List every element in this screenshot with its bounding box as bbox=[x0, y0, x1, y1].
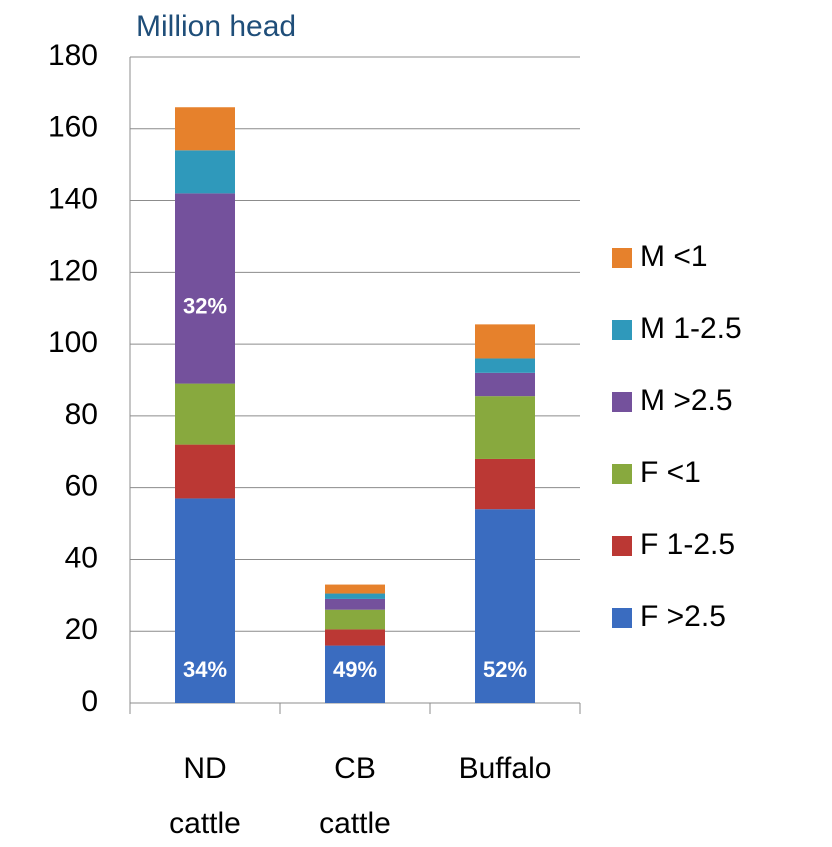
bar-segment bbox=[175, 498, 235, 703]
x-tick-label: CB cattle bbox=[319, 752, 391, 840]
y-tick-label: 60 bbox=[65, 470, 98, 503]
bar-segment bbox=[175, 383, 235, 445]
bar-segment bbox=[475, 509, 535, 703]
annotation: 52% bbox=[483, 657, 527, 682]
legend-label: F 1-2.5 bbox=[640, 528, 735, 561]
x-tick-label-line: CB bbox=[334, 752, 376, 785]
y-tick-label: 160 bbox=[48, 111, 98, 144]
legend-swatch bbox=[612, 464, 632, 484]
annotation: 32% bbox=[183, 293, 227, 318]
y-tick-label: 180 bbox=[48, 39, 98, 72]
x-tick-label: Buffalo bbox=[459, 752, 552, 785]
y-tick-label: 80 bbox=[65, 398, 98, 431]
legend-swatch bbox=[612, 536, 632, 556]
legend-label: M >2.5 bbox=[640, 384, 733, 417]
legend-label: M 1-2.5 bbox=[640, 312, 742, 345]
chart-title: Million head bbox=[136, 10, 296, 43]
bar-segment bbox=[175, 193, 235, 384]
bar-segment bbox=[175, 444, 235, 499]
bar-segment bbox=[175, 107, 235, 151]
annotation: 49% bbox=[333, 657, 377, 682]
bar-segment bbox=[325, 609, 385, 630]
x-tick-label: ND cattle bbox=[169, 752, 241, 840]
legend-swatch bbox=[612, 248, 632, 268]
y-tick-label: 120 bbox=[48, 254, 98, 287]
bar-segment bbox=[475, 372, 535, 397]
legend-swatch bbox=[612, 392, 632, 412]
legend-label: F >2.5 bbox=[640, 600, 726, 633]
y-tick-label: 140 bbox=[48, 182, 98, 215]
bar-segment bbox=[325, 584, 385, 594]
bar-segment bbox=[475, 458, 535, 510]
legend-swatch bbox=[612, 320, 632, 340]
y-tick-label: 40 bbox=[65, 541, 98, 574]
bar-segment bbox=[325, 598, 385, 610]
x-tick-label-line: cattle bbox=[169, 807, 241, 840]
bar-segment bbox=[475, 324, 535, 359]
y-tick-label: 0 bbox=[81, 685, 98, 718]
annotation: 34% bbox=[183, 657, 227, 682]
y-tick-label: 100 bbox=[48, 326, 98, 359]
bar-segment bbox=[325, 629, 385, 646]
bar-segment bbox=[175, 150, 235, 194]
legend-label: M <1 bbox=[640, 240, 708, 273]
bar-segment bbox=[325, 645, 385, 703]
x-tick-label-line: ND bbox=[183, 752, 226, 785]
x-tick-label-line: cattle bbox=[319, 807, 391, 840]
y-tick-label: 20 bbox=[65, 613, 98, 646]
legend-swatch bbox=[612, 608, 632, 628]
legend-label: F <1 bbox=[640, 456, 701, 489]
bar-segment bbox=[475, 358, 535, 373]
bar-segment bbox=[325, 593, 385, 599]
bar-segment bbox=[475, 396, 535, 459]
